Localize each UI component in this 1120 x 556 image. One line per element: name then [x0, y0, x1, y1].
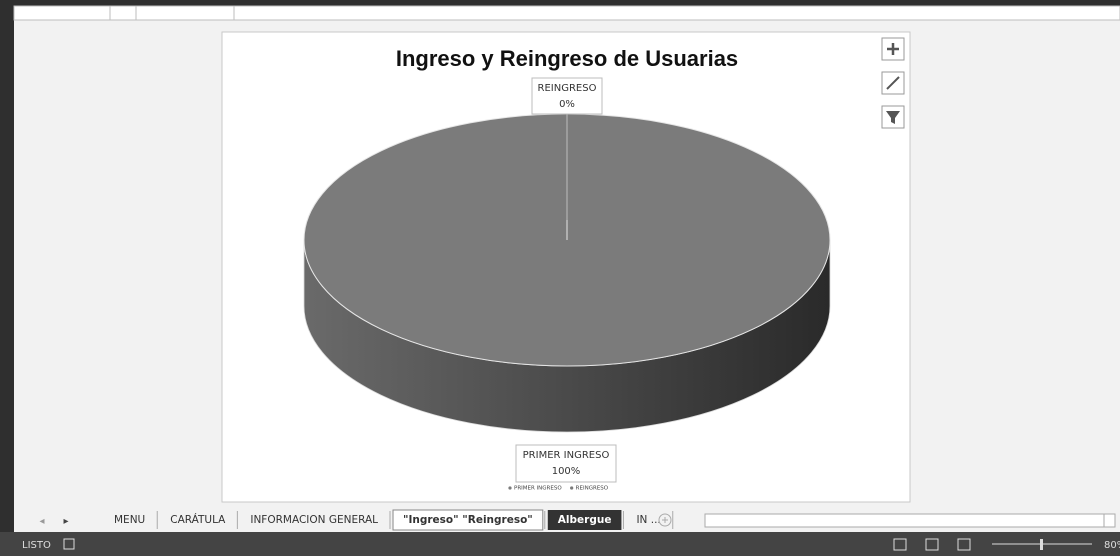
sheet-tab[interactable]: MENU: [114, 514, 145, 526]
data-label-category: REINGRESO: [538, 83, 597, 94]
sheet-tab[interactable]: "Ingreso" "Reingreso": [403, 514, 533, 526]
zoom-level: 80%: [1104, 540, 1120, 551]
legend-label: PRIMER INGRESO: [514, 486, 562, 492]
status-bar: [0, 532, 1120, 556]
data-label-category: PRIMER INGRESO: [523, 450, 610, 461]
page-break-view[interactable]: [957, 538, 971, 551]
brush-icon: [886, 76, 900, 90]
page-layout-view[interactable]: [925, 538, 939, 551]
data-labels: PRIMER INGRESO 100% REINGRESO 0%: [515, 77, 617, 483]
h-scrollbar[interactable]: [704, 513, 1116, 528]
new-sheet-button[interactable]: [658, 513, 672, 527]
sheet-tabs: MENU CARÁTULA INFORMACION GENERAL "Ingreso"…: [114, 509, 674, 531]
sheet-tab[interactable]: INFORMACION GENERAL: [250, 514, 378, 526]
legend-swatch: [508, 486, 512, 490]
legend-label: REINGRESO: [576, 486, 609, 492]
legend-swatch: [570, 486, 574, 490]
column-strip: [13, 5, 1120, 21]
pie: [303, 113, 831, 433]
sheet-tab[interactable]: CARÁTULA: [170, 513, 226, 526]
sheet-tab[interactable]: Albergue: [558, 514, 612, 526]
data-label-value: 0%: [559, 99, 575, 110]
tab-prev[interactable]: ◂: [39, 516, 44, 527]
data-label-value: 100%: [552, 466, 581, 477]
data-label-box: [515, 444, 617, 483]
data-label-box: [531, 77, 603, 115]
tab-active-bg: [392, 509, 544, 531]
tab-dark-bg: [547, 510, 622, 530]
zoom-thumb[interactable]: [1040, 539, 1043, 550]
chart-title: Ingreso y Reingreso de Usuarias: [396, 46, 738, 71]
chart-buttons: [881, 37, 905, 129]
macro-icon: [63, 538, 75, 550]
plus-icon: [887, 43, 899, 55]
plus-icon: [662, 517, 668, 523]
status-text: LISTO: [22, 540, 51, 551]
filter-icon: [886, 111, 900, 124]
legend: PRIMER INGRESO REINGRESO: [508, 486, 609, 492]
tab-next[interactable]: ▸: [63, 516, 68, 527]
sheet-tab[interactable]: IN ...: [636, 514, 660, 526]
normal-view[interactable]: [893, 538, 907, 551]
scroll-right[interactable]: [1103, 513, 1116, 528]
